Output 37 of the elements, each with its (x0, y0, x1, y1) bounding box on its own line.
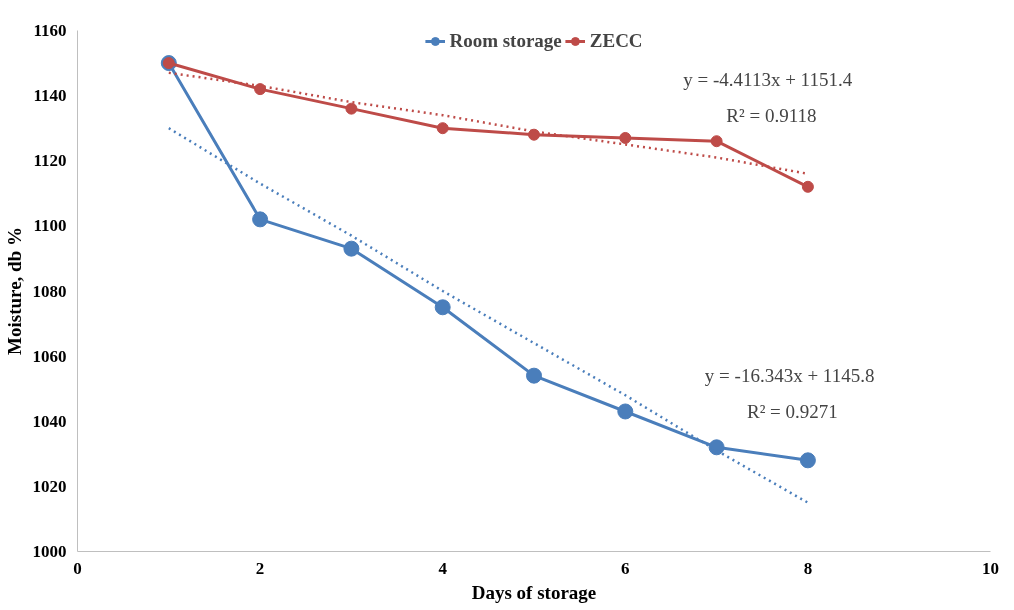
point (252, 211, 269, 228)
point (528, 128, 540, 141)
annotation: R² = 0.9118 (726, 104, 817, 126)
x-tick-label: 10 (982, 558, 999, 578)
annotation: R² = 0.9271 (746, 400, 838, 422)
point (254, 83, 267, 96)
x-tick-label: 4 (438, 558, 448, 578)
x-tick-label: 0 (73, 558, 82, 578)
y-tick-label: 1160 (33, 21, 67, 40)
y-tick-label: 1140 (33, 86, 67, 106)
y-tick-label: 1120 (33, 151, 67, 171)
y-tick-label: 1100 (33, 216, 67, 236)
y-axis-title: Moisture, db % (3, 227, 25, 355)
y-tick-label: 1080 (32, 281, 67, 301)
point (436, 122, 449, 135)
point (343, 240, 360, 257)
legend-label: ZECC (589, 30, 643, 52)
annotation: y = -16.343x + 1145.8 (704, 365, 875, 387)
y-tick-label: 1060 (32, 346, 67, 366)
legend-label: Room storage (449, 30, 562, 52)
point (799, 452, 816, 469)
point (801, 180, 814, 193)
y-tick-label: 1000 (32, 542, 67, 561)
point (345, 102, 358, 115)
x-tick-label: 6 (621, 558, 630, 578)
y-tick-label: 1040 (32, 411, 67, 431)
point (617, 403, 634, 420)
point (619, 131, 632, 144)
point (708, 439, 725, 456)
y-tick-label: 1020 (32, 476, 67, 496)
x-tick-label: 2 (255, 558, 265, 578)
x-tick-label: 8 (803, 558, 813, 578)
point (710, 135, 723, 148)
annotation: y = -4.4113x + 1151.4 (683, 68, 853, 90)
x-axis-title: Days of storage (471, 581, 597, 603)
point (434, 299, 451, 316)
point (526, 367, 542, 384)
